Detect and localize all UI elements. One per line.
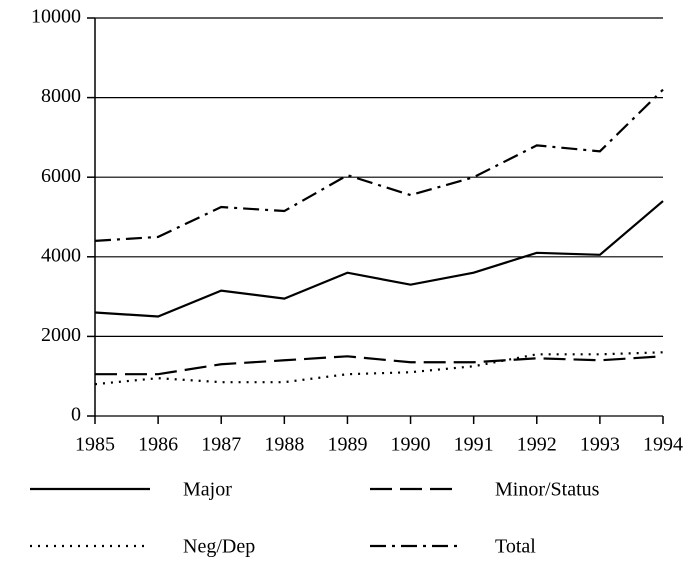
x-tick-label: 1988: [264, 434, 304, 456]
y-tick-label: 2000: [41, 324, 81, 346]
y-tick-label: 6000: [41, 165, 81, 187]
series-line: [94, 88, 664, 242]
x-tick-label: 1986: [138, 434, 178, 456]
legend-label: Major: [183, 479, 232, 501]
x-tick-label: 1990: [391, 434, 431, 456]
x-tick-label: 1989: [327, 434, 367, 456]
y-tick-label: 10000: [31, 6, 81, 28]
series-line: [94, 200, 664, 318]
legend-label: Total: [495, 536, 536, 558]
x-tick-label: 1993: [580, 434, 620, 456]
x-tick-label: 1994: [643, 434, 683, 456]
y-tick-label: 4000: [41, 244, 81, 266]
legend-label: Minor/Status: [495, 479, 600, 501]
legend-label: Neg/Dep: [183, 536, 255, 558]
series-line: [94, 351, 664, 386]
x-tick-label: 1987: [201, 434, 241, 456]
x-tick-label: 1992: [517, 434, 557, 456]
series-line: [95, 355, 664, 376]
y-tick-label: 0: [71, 404, 81, 426]
x-tick-label: 1985: [75, 434, 115, 456]
x-tick-label: 1991: [454, 434, 494, 456]
y-tick-label: 8000: [41, 85, 81, 107]
